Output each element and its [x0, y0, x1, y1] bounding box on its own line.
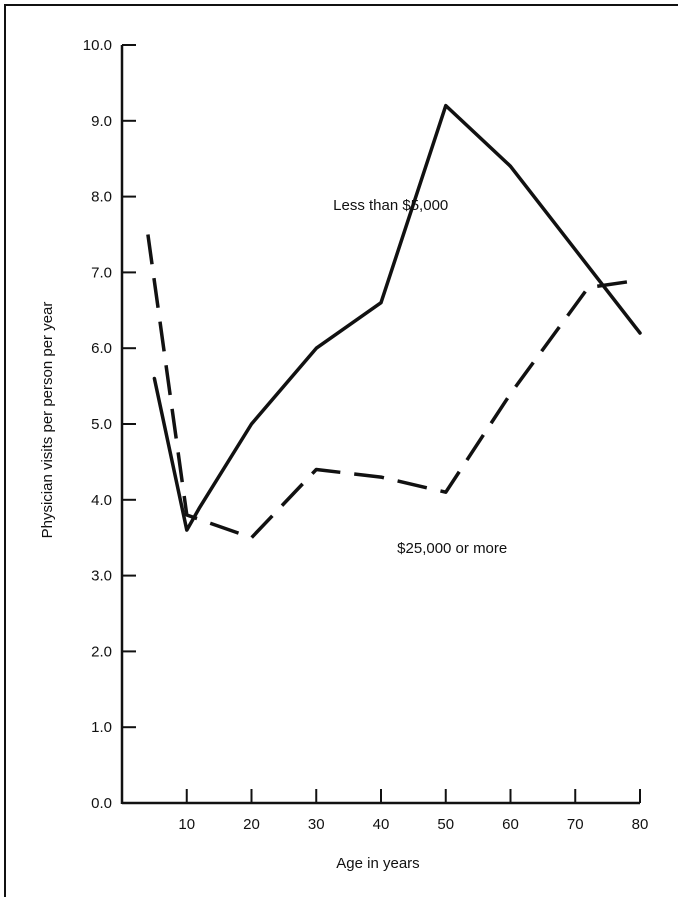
y-tick-label: 7.0	[91, 264, 112, 281]
y-tick-label: 10.0	[83, 37, 112, 54]
y-tick-label: 0.0	[91, 795, 112, 812]
y-tick-label: 4.0	[91, 492, 112, 509]
x-axis: 10 20 30 40 50 60 70 80	[122, 789, 648, 833]
y-tick-label: 5.0	[91, 416, 112, 433]
series-layer	[146, 103, 642, 540]
x-tick-label: 10	[178, 816, 195, 833]
y-tick-label: 8.0	[91, 189, 112, 206]
x-tick-label: 30	[308, 816, 325, 833]
y-tick-label: 2.0	[91, 643, 112, 660]
series-annotation-label: $25,000 or more	[397, 540, 507, 557]
x-tick-label: 40	[373, 816, 390, 833]
y-tick-label: 9.0	[91, 113, 112, 130]
annotation-layer: Less than $5,000 $25,000 or more	[333, 197, 507, 557]
x-tick-label: 70	[567, 816, 584, 833]
x-tick-label: 60	[502, 816, 519, 833]
x-axis-title: Age in years	[336, 855, 419, 872]
y-tick-label: 3.0	[91, 568, 112, 585]
y-axis: 0.0 1.0 2.0 3.0 4.0 5.0 6.0 7.0 8.0 9.0 10.0	[83, 37, 136, 812]
y-axis-title: Physician visits per person per year	[39, 302, 56, 539]
x-tick-label: 80	[632, 816, 649, 833]
series-annotation-label: Less than $5,000	[333, 197, 448, 214]
x-tick-label: 50	[437, 816, 454, 833]
series-line-less-than-5000	[152, 103, 642, 532]
series-line-25000-or-more	[146, 234, 641, 540]
y-tick-label: 6.0	[91, 340, 112, 357]
x-tick-label: 20	[243, 816, 260, 833]
chart-frame	[4, 4, 678, 897]
y-tick-label: 1.0	[91, 719, 112, 736]
